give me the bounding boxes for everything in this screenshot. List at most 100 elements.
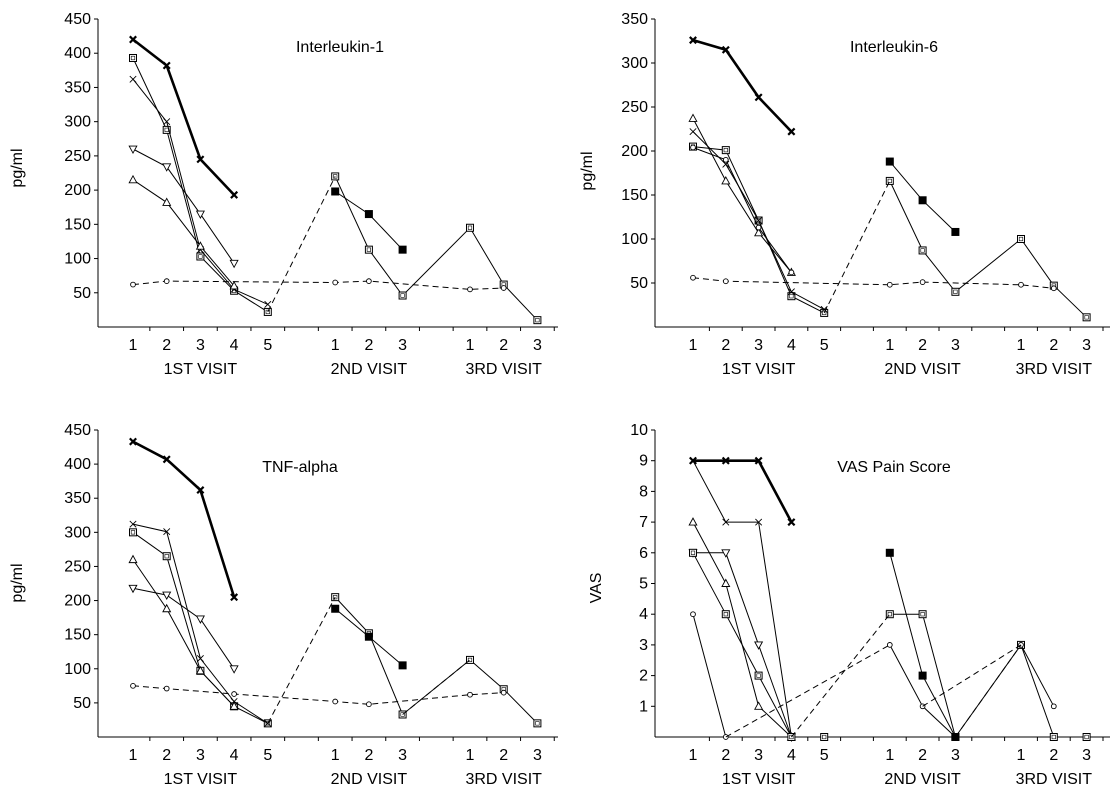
y-tick-label: 350 <box>64 79 91 96</box>
data-point <box>500 285 507 291</box>
series-4 <box>128 584 239 674</box>
series-line <box>693 552 792 738</box>
series-line <box>889 180 1087 318</box>
y-tick-label: 2 <box>639 668 648 685</box>
x-group-label: 1ST VISIT <box>164 771 238 788</box>
data-point <box>951 287 960 296</box>
x-group-label: 2ND VISIT <box>884 771 961 788</box>
data-point <box>886 281 893 288</box>
x-tick-label: 5 <box>263 337 272 354</box>
series-6 <box>885 157 960 236</box>
y-tick-label: 100 <box>64 661 91 678</box>
y-axis-label: pg/ml <box>579 151 596 190</box>
data-point <box>721 45 730 54</box>
x-tick-label: 4 <box>787 337 796 354</box>
y-tick-label: 450 <box>64 11 91 28</box>
y-tick-label: 10 <box>630 422 648 439</box>
data-point <box>690 144 696 151</box>
x-tick-label: 2 <box>499 747 508 764</box>
data-point <box>787 127 796 136</box>
series-1 <box>689 36 796 136</box>
x-tick-label: 3 <box>533 747 542 764</box>
data-point <box>1018 281 1024 288</box>
data-point <box>1049 733 1058 741</box>
x-tick-label: 3 <box>533 337 542 354</box>
x-tick-label: 1 <box>466 747 475 764</box>
series-2 <box>689 142 1091 322</box>
data-point <box>398 291 407 300</box>
series-line <box>334 191 403 251</box>
chart-title: TNF-alpha <box>262 459 338 476</box>
series-line <box>889 552 956 738</box>
data-point <box>332 279 339 286</box>
data-point <box>230 190 239 199</box>
data-point <box>820 308 829 317</box>
data-point <box>1082 733 1091 741</box>
data-point <box>466 655 474 664</box>
data-point <box>162 61 171 70</box>
series-1 <box>129 437 239 602</box>
data-point <box>196 155 205 164</box>
series-1 <box>689 456 796 527</box>
series-line <box>692 38 793 133</box>
data-point <box>1017 235 1025 243</box>
data-point <box>721 578 731 587</box>
series-8 <box>725 613 1022 738</box>
series-line <box>132 559 235 707</box>
data-point <box>788 269 795 276</box>
y-tick-label: 450 <box>64 422 91 439</box>
x-tick-label: 3 <box>754 337 763 354</box>
data-point <box>196 655 204 663</box>
data-point <box>229 701 239 710</box>
data-point <box>688 113 698 122</box>
x-tick-label: 3 <box>196 337 205 354</box>
data-point <box>919 279 926 285</box>
x-tick-label: 2 <box>918 337 927 354</box>
data-point <box>755 518 763 526</box>
chart-panel-3: 50 100 150 200 250 300 350 400 450 1 2 3 4 5 1 2 3 1 2 3 1ST… <box>9 422 558 788</box>
y-tick-label: 5 <box>639 576 648 593</box>
chart-panel-2: 50 100 150 200 250 300 350 1 2 3 4 5 1 2 3 1 2 3 1ST VISIT… <box>579 11 1110 378</box>
y-tick-label: 150 <box>621 187 648 204</box>
data-point <box>754 227 764 237</box>
data-point <box>231 691 237 697</box>
y-tick-label: 100 <box>621 231 648 248</box>
data-point <box>721 456 730 465</box>
data-point <box>195 241 205 250</box>
series-line <box>132 587 235 670</box>
series-line <box>922 644 1022 707</box>
series-line <box>132 148 235 264</box>
data-point <box>689 36 697 45</box>
series-line <box>692 147 792 273</box>
series-line <box>267 596 336 724</box>
x-tick-label: 1 <box>331 337 340 354</box>
data-point <box>466 223 474 232</box>
data-point <box>721 146 730 155</box>
x-group-label: 1ST VISIT <box>164 361 238 378</box>
x-tick-label: 1 <box>1017 747 1026 764</box>
data-point <box>128 174 138 184</box>
y-tick-label: 150 <box>64 627 91 644</box>
series-line <box>267 176 336 313</box>
y-tick-label: 150 <box>64 216 91 233</box>
data-point <box>722 518 730 526</box>
data-point <box>364 210 373 219</box>
data-point <box>128 145 138 154</box>
data-point <box>918 246 927 255</box>
data-point <box>754 671 763 680</box>
series-5 <box>128 174 239 290</box>
data-point <box>229 665 239 674</box>
data-point <box>690 611 696 618</box>
data-point <box>129 520 137 528</box>
x-group-label: 2ND VISIT <box>331 361 408 378</box>
data-point <box>885 176 894 185</box>
x-tick-label: 2 <box>162 337 171 354</box>
chart-title: Interleukin-6 <box>850 39 938 56</box>
data-point <box>533 316 542 325</box>
data-point <box>754 456 763 465</box>
y-tick-label: 100 <box>64 251 91 268</box>
series-line <box>132 280 504 290</box>
data-point <box>162 125 171 134</box>
data-point <box>754 93 763 102</box>
data-point <box>129 35 137 44</box>
